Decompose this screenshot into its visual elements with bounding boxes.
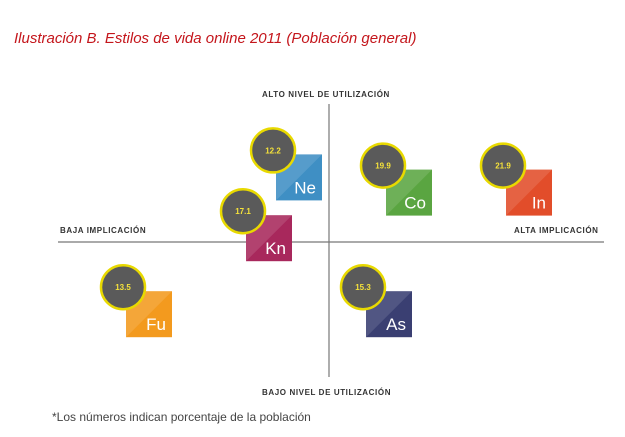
tile-label-as: As [386,315,406,334]
axis-label-top: ALTO NIVEL DE UTILIZACIÓN [262,90,390,99]
value-label-kn: 17.1 [235,207,251,216]
point-kn: Kn 17.1 [219,187,292,262]
point-fu: Fu 13.5 [99,263,172,338]
value-label-fu: 13.5 [115,283,131,292]
point-co: Co 19.9 [359,142,432,216]
chart-title: Ilustración B. Estilos de vida online 20… [14,30,417,47]
value-label-co: 19.9 [375,162,391,171]
axis-label-bottom: BAJO NIVEL DE UTILIZACIÓN [262,388,392,397]
point-ne: Ne 12.2 [249,127,322,201]
axis-label-right: ALTA IMPLICACIÓN [514,226,599,235]
value-bubble-in [479,142,527,189]
value-bubble-fu [99,263,147,311]
value-label-as: 15.3 [355,283,371,292]
footnote: *Los números indican porcentaje de la po… [52,410,311,424]
tile-label-ne: Ne [294,178,316,197]
point-in: In 21.9 [479,142,552,216]
value-label-ne: 12.2 [265,146,281,155]
point-as: As 15.3 [339,263,412,338]
value-label-in: 21.9 [495,162,511,171]
value-bubble-co [359,142,407,189]
axis-label-left: BAJA IMPLICACIÓN [60,226,147,235]
value-bubble-as [339,263,387,311]
tile-label-fu: Fu [146,315,166,334]
tile-label-co: Co [404,194,426,213]
tile-label-kn: Kn [265,239,286,258]
tile-label-in: In [532,194,546,213]
value-bubble-kn [219,187,267,235]
chart-marks: Ne 12.2 Co 19.9 In 21.9 Kn 17.1 Fu 13.5 As 15.3 [99,127,552,338]
value-bubble-ne [249,127,297,174]
